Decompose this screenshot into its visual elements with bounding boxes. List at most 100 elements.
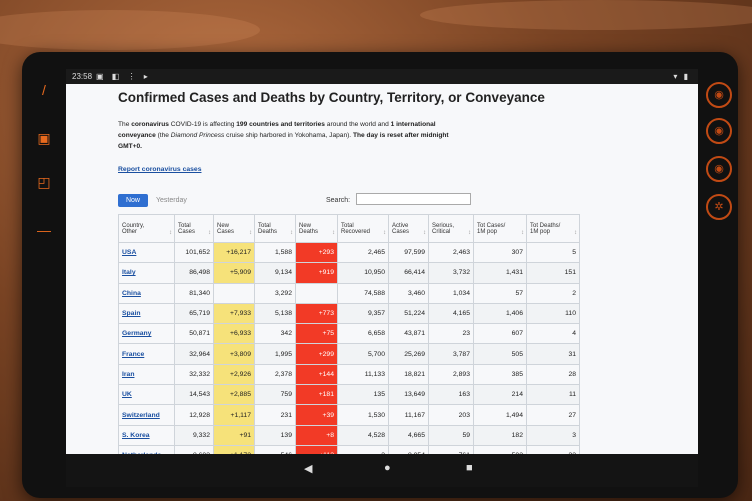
circle-icon[interactable]: ◉ — [706, 156, 732, 182]
header-line: Country, — [122, 222, 145, 229]
calendar-icon[interactable]: ▣ — [37, 130, 51, 146]
sort-icon[interactable]: ↕ — [468, 230, 471, 236]
table-cell: +91 — [213, 424, 255, 446]
table-cell: 3 — [526, 424, 580, 446]
table-cell: 3,460 — [388, 282, 429, 304]
table-cell: 759 — [254, 384, 296, 406]
table-cell: +293 — [295, 241, 338, 264]
table-cell: +144 — [295, 363, 338, 386]
table-row: USA 101,652 +16,217 1,588 +293 2,465 97,599 2,4… — [118, 241, 580, 264]
country-link[interactable]: USA — [118, 241, 175, 264]
table-cell: 182 — [473, 424, 527, 446]
back-icon[interactable]: ◀ — [304, 463, 313, 475]
header-line: New — [217, 222, 230, 229]
table-body: USA 101,652 +16,217 1,588 +293 2,465 97,599 2,4… — [118, 241, 580, 454]
country-link[interactable]: Italy — [118, 262, 175, 284]
table-cell: 1,406 — [473, 302, 527, 325]
column-header[interactable]: Tot Cases/1M pop ↕ — [473, 214, 527, 243]
table-cell: 1,588 — [254, 241, 296, 264]
tab-yesterday[interactable]: Yesterday — [156, 197, 187, 204]
table-cell: 101,652 — [174, 241, 214, 264]
sort-icon[interactable]: ↕ — [169, 230, 172, 236]
sort-icon[interactable]: ↕ — [521, 230, 524, 236]
table-cell: 505 — [473, 343, 527, 365]
column-header[interactable]: Active Cases ↕ — [388, 214, 429, 243]
table-cell: 9,134 — [254, 262, 296, 284]
country-link[interactable]: Iran — [118, 363, 175, 386]
table-cell: 13,649 — [388, 384, 429, 406]
table-row: China 81,340 3,292 74,588 3,460 1,034 57 2 — [118, 282, 580, 304]
search-input[interactable] — [356, 193, 471, 205]
cases-table: Country, Other ↕ Total Cases ↕ New Cases ↕ Total D… — [118, 214, 580, 454]
circle-icon[interactable]: ◉ — [706, 82, 732, 108]
intro-part: COVID-19 is affecting — [168, 121, 237, 128]
header-line: Critical — [432, 228, 451, 235]
note-icon[interactable]: ◰ — [37, 174, 51, 190]
column-header[interactable]: Total Recovered ↕ — [337, 214, 389, 243]
status-bar: 23:58 ▣ ◧ ⋮ ▸ ▾ ▮ — [66, 69, 698, 84]
column-header[interactable]: New Cases ↕ — [213, 214, 255, 243]
header-line: Serious, — [432, 222, 455, 229]
country-link[interactable]: China — [118, 282, 175, 304]
table-cell: 59 — [428, 424, 474, 446]
country-link[interactable]: UK — [118, 384, 175, 406]
column-header[interactable]: Total Deaths ↕ — [254, 214, 296, 243]
header-line: 1M pop — [477, 228, 498, 235]
table-cell: 2,893 — [428, 363, 474, 386]
column-header[interactable]: Total Cases ↕ — [174, 214, 214, 243]
table-cell: 25,269 — [388, 343, 429, 365]
table-cell: 66,414 — [388, 262, 429, 284]
tab-now[interactable]: Now — [118, 194, 148, 207]
sort-icon[interactable]: ↕ — [423, 230, 426, 236]
gear-icon[interactable]: ✲ — [706, 194, 732, 220]
country-link[interactable]: Netherlands — [118, 444, 175, 454]
header-line: Active — [392, 222, 409, 229]
table-cell: 43,871 — [388, 323, 429, 345]
table-cell: 31 — [526, 343, 580, 365]
table-cell: +1,172 — [213, 444, 255, 454]
country-link[interactable]: France — [118, 343, 175, 365]
sort-icon[interactable]: ↕ — [208, 230, 211, 236]
table-cell: 546 — [254, 444, 296, 454]
intro-italic: Diamond Princess — [170, 132, 225, 139]
table-cell: 32,332 — [174, 363, 214, 386]
stylus-icon[interactable]: — — [37, 222, 51, 238]
table-cell: 231 — [254, 404, 296, 426]
home-icon[interactable]: ● — [384, 462, 391, 474]
table-row: S. Korea 9,332 +91 139 +8 4,528 4,665 59 182 3 — [118, 424, 580, 446]
table-cell: 3,732 — [428, 262, 474, 284]
intro-bold: 199 countries and territories — [236, 121, 325, 128]
table-cell: 9,357 — [337, 302, 389, 325]
column-header[interactable]: Country, Other ↕ — [118, 214, 175, 243]
table-cell: 2,465 — [337, 241, 389, 264]
table-cell: 1,431 — [473, 262, 527, 284]
table-cell — [295, 282, 338, 304]
table-cell: 2,378 — [254, 363, 296, 386]
table-cell: 4 — [526, 323, 580, 345]
report-cases-link[interactable]: Report coronavirus cases — [118, 166, 202, 173]
sort-icon[interactable]: ↕ — [290, 230, 293, 236]
sort-icon[interactable]: ↕ — [574, 230, 577, 236]
sort-icon[interactable]: ↕ — [383, 230, 386, 236]
country-link[interactable]: S. Korea — [118, 424, 175, 446]
table-cell: 32,964 — [174, 343, 214, 365]
table-cell: 135 — [337, 384, 389, 406]
table-cell: 86,498 — [174, 262, 214, 284]
sort-icon[interactable]: ↕ — [249, 230, 252, 236]
table-cell: 11,167 — [388, 404, 429, 426]
table-cell: 28 — [526, 363, 580, 386]
column-header[interactable]: Tot Deaths/1M pop ↕ — [526, 214, 580, 243]
sort-icon[interactable]: ↕ — [332, 230, 335, 236]
intro-bold: coronavirus — [131, 121, 169, 128]
circle-icon[interactable]: ◉ — [706, 118, 732, 144]
recents-icon[interactable]: ■ — [466, 462, 473, 474]
column-header[interactable]: Serious, Critical ↕ — [428, 214, 474, 243]
pen-icon[interactable]: / — [42, 82, 46, 98]
table-cell: 385 — [473, 363, 527, 386]
country-link[interactable]: Germany — [118, 323, 175, 345]
column-header[interactable]: New Deaths ↕ — [295, 214, 338, 243]
country-link[interactable]: Switzerland — [118, 404, 175, 426]
table-cell: 14,543 — [174, 384, 214, 406]
country-link[interactable]: Spain — [118, 302, 175, 325]
tablet-device: / ▣ ◰ — ◉ ◉ ◉ ✲ 23:58 ▣ ◧ ⋮ ▸ ▾ ▮ Confir… — [22, 52, 738, 498]
